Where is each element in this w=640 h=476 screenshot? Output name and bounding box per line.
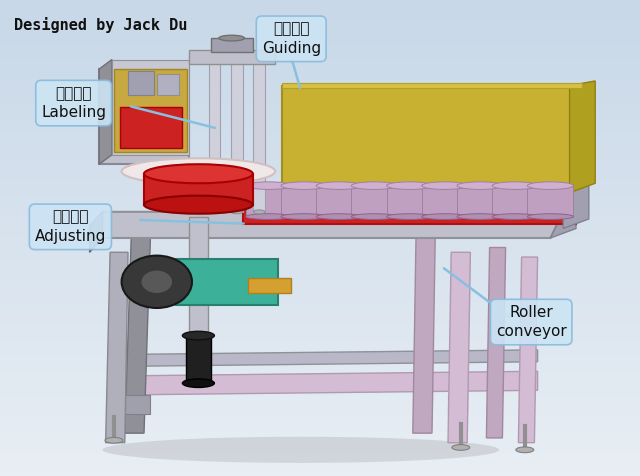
Ellipse shape <box>316 182 362 189</box>
Polygon shape <box>189 50 275 64</box>
Polygon shape <box>246 186 292 217</box>
Ellipse shape <box>527 214 573 219</box>
Polygon shape <box>457 186 503 217</box>
Ellipse shape <box>387 214 433 219</box>
Polygon shape <box>413 238 435 433</box>
Polygon shape <box>112 60 189 155</box>
Ellipse shape <box>422 214 468 219</box>
Ellipse shape <box>144 196 253 214</box>
Polygon shape <box>109 350 538 367</box>
Ellipse shape <box>516 447 534 453</box>
Polygon shape <box>90 212 563 238</box>
Polygon shape <box>243 186 576 205</box>
Ellipse shape <box>219 35 244 41</box>
Polygon shape <box>128 71 154 95</box>
Text: 导向部分
Guiding: 导向部分 Guiding <box>262 21 321 56</box>
Ellipse shape <box>246 214 292 219</box>
Ellipse shape <box>457 214 503 219</box>
Text: Roller
conveyor: Roller conveyor <box>496 305 566 339</box>
Polygon shape <box>316 186 362 217</box>
Ellipse shape <box>492 214 538 219</box>
Ellipse shape <box>122 159 275 184</box>
Polygon shape <box>186 336 211 383</box>
Polygon shape <box>563 167 589 228</box>
Ellipse shape <box>231 210 243 214</box>
Polygon shape <box>492 186 538 217</box>
Polygon shape <box>189 217 208 338</box>
Ellipse shape <box>527 182 573 189</box>
Polygon shape <box>281 186 327 217</box>
Ellipse shape <box>253 210 265 214</box>
Polygon shape <box>125 395 150 414</box>
Polygon shape <box>248 278 291 293</box>
Polygon shape <box>243 207 576 224</box>
Ellipse shape <box>231 58 243 61</box>
Polygon shape <box>282 86 582 188</box>
Polygon shape <box>570 81 595 193</box>
Polygon shape <box>387 186 433 217</box>
Polygon shape <box>144 174 253 205</box>
Polygon shape <box>99 60 112 164</box>
Polygon shape <box>351 186 397 217</box>
Polygon shape <box>527 186 573 217</box>
Polygon shape <box>253 60 265 212</box>
Ellipse shape <box>102 437 499 463</box>
Ellipse shape <box>351 214 397 219</box>
Ellipse shape <box>422 182 468 189</box>
Polygon shape <box>211 38 253 52</box>
Ellipse shape <box>253 58 265 61</box>
Polygon shape <box>448 395 467 414</box>
Polygon shape <box>448 252 470 443</box>
Polygon shape <box>518 257 538 443</box>
Text: Designed by Jack Du: Designed by Jack Du <box>14 17 188 33</box>
Ellipse shape <box>209 58 220 61</box>
Ellipse shape <box>281 182 327 189</box>
Polygon shape <box>176 259 278 305</box>
Polygon shape <box>486 248 506 438</box>
Polygon shape <box>231 60 243 212</box>
Text: 贴标机构
Labeling: 贴标机构 Labeling <box>41 86 106 120</box>
Ellipse shape <box>351 182 397 189</box>
Polygon shape <box>209 60 220 212</box>
Ellipse shape <box>316 214 362 219</box>
Polygon shape <box>120 107 182 148</box>
Polygon shape <box>125 238 150 433</box>
Polygon shape <box>106 252 128 443</box>
Circle shape <box>141 270 173 294</box>
Ellipse shape <box>492 182 538 189</box>
Ellipse shape <box>209 210 220 214</box>
Ellipse shape <box>387 182 433 189</box>
Circle shape <box>122 256 192 308</box>
Ellipse shape <box>182 331 214 340</box>
Ellipse shape <box>452 445 470 450</box>
Polygon shape <box>109 371 538 395</box>
Ellipse shape <box>281 214 327 219</box>
Polygon shape <box>422 186 468 217</box>
Polygon shape <box>90 212 102 252</box>
Ellipse shape <box>105 437 123 443</box>
Text: 调节机构
Adjusting: 调节机构 Adjusting <box>35 209 106 244</box>
Polygon shape <box>157 74 179 95</box>
Ellipse shape <box>457 182 503 189</box>
Ellipse shape <box>246 182 292 189</box>
Polygon shape <box>99 69 189 164</box>
Polygon shape <box>550 209 576 238</box>
Ellipse shape <box>144 164 253 183</box>
Polygon shape <box>282 83 582 88</box>
Ellipse shape <box>182 379 214 387</box>
Polygon shape <box>114 69 187 152</box>
